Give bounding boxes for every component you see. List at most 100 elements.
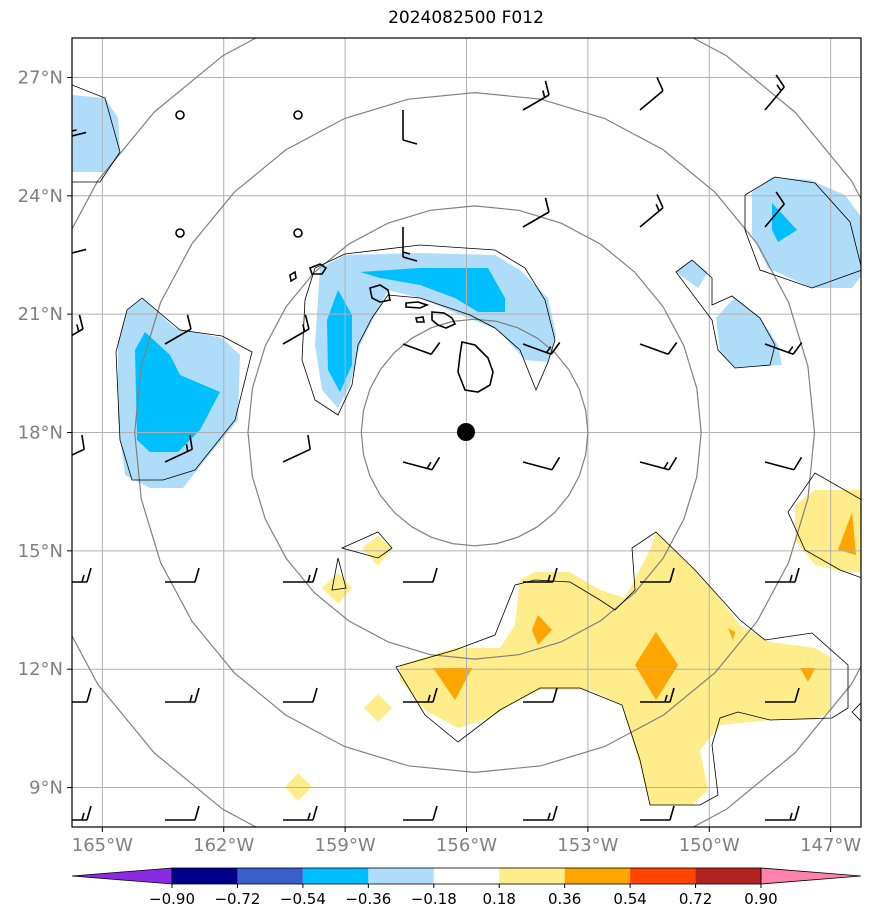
lon-tick-label: 150°W bbox=[679, 835, 740, 856]
colorbar-segment bbox=[630, 868, 696, 884]
range-ring bbox=[134, 91, 816, 774]
wind-barb bbox=[402, 456, 441, 471]
lon-tick-label: 156°W bbox=[436, 835, 497, 856]
wind-barb bbox=[402, 342, 441, 356]
island-molokai bbox=[405, 301, 430, 309]
hawaii-coastline bbox=[289, 263, 494, 393]
graticule bbox=[72, 38, 861, 827]
colorbar-tick-label: −0.36 bbox=[345, 890, 391, 908]
wind-barb bbox=[764, 191, 785, 228]
colorbar-tick-label: 0.54 bbox=[613, 890, 646, 908]
island-big-island bbox=[457, 341, 494, 393]
wind-barb bbox=[523, 567, 558, 583]
contour-line bbox=[744, 176, 861, 289]
range-ring bbox=[247, 205, 702, 660]
colorbar-segment bbox=[237, 868, 303, 884]
island-kauai bbox=[309, 263, 328, 275]
wind-barb bbox=[639, 456, 678, 471]
negative-anomaly-region-strong bbox=[135, 332, 220, 452]
wind-barb bbox=[282, 314, 310, 345]
island-lanai bbox=[415, 316, 425, 323]
wind-barb bbox=[165, 687, 200, 703]
wind-barb bbox=[639, 342, 678, 356]
wind-barb bbox=[764, 456, 803, 471]
colorbar-segment bbox=[172, 868, 238, 884]
wind-barb bbox=[639, 77, 664, 111]
colorbar-tick-label: −0.72 bbox=[214, 890, 260, 908]
negative-anomaly-region bbox=[716, 298, 782, 368]
wind-barb bbox=[522, 342, 561, 356]
wind-barb bbox=[72, 434, 85, 463]
contour-line bbox=[331, 557, 347, 591]
lat-tick-label: 12°N bbox=[18, 659, 63, 680]
positive-anomaly-region bbox=[322, 573, 352, 604]
wind-barb bbox=[72, 567, 92, 583]
wind-barb bbox=[640, 687, 675, 703]
colorbar-tick-label: −0.90 bbox=[149, 890, 195, 908]
calm-wind-circle bbox=[175, 228, 185, 238]
lon-tick-label: 159°W bbox=[315, 835, 376, 856]
wind-barb bbox=[765, 805, 800, 821]
colorbar-tick-label: −0.18 bbox=[411, 890, 457, 908]
island-oahu bbox=[369, 284, 391, 303]
wind-barb bbox=[402, 110, 418, 145]
colorbar-tick-label: 0.72 bbox=[679, 890, 712, 908]
wind-barb bbox=[765, 687, 800, 703]
positive-anomaly-region-strong bbox=[433, 668, 472, 700]
contour-line bbox=[301, 244, 556, 416]
colorbar-segment bbox=[695, 868, 761, 884]
wind-barb bbox=[283, 687, 318, 703]
wind-barb bbox=[403, 567, 438, 583]
wind-barb bbox=[283, 805, 318, 821]
calm-wind-circle bbox=[175, 110, 185, 120]
colorbar-segment bbox=[433, 868, 500, 884]
negative-anomaly-region bbox=[72, 95, 120, 172]
wind-barb bbox=[72, 226, 87, 254]
colorbar-tick-label: −0.54 bbox=[280, 890, 326, 908]
wind-barb bbox=[72, 805, 92, 821]
lat-tick-label: 27°N bbox=[18, 67, 63, 88]
wind-barb bbox=[640, 805, 675, 821]
contour-line bbox=[787, 472, 861, 579]
island-niihau bbox=[289, 270, 297, 283]
wind-barb bbox=[403, 805, 438, 821]
range-rings bbox=[72, 38, 861, 827]
colorbar-tick-label: 0.90 bbox=[744, 890, 777, 908]
negative-anomaly-region-strong bbox=[772, 203, 797, 242]
wind-barb bbox=[282, 434, 311, 463]
negative-anomaly-region-strong bbox=[360, 268, 505, 312]
negative-anomaly-region bbox=[676, 260, 708, 288]
storm-center-marker bbox=[457, 423, 475, 441]
colorbar-segment bbox=[302, 868, 369, 884]
colorbar-segment bbox=[564, 868, 631, 884]
negative-anomaly-region-strong bbox=[327, 290, 352, 392]
colorbar-outline bbox=[171, 867, 762, 885]
calm-wind-circle bbox=[293, 228, 303, 238]
island-maui bbox=[431, 311, 457, 329]
wind-barb bbox=[522, 456, 561, 471]
wind-barb bbox=[522, 80, 550, 111]
lat-tick-label: 15°N bbox=[18, 541, 63, 562]
wind-barb bbox=[164, 434, 193, 463]
positive-anomaly-region-strong bbox=[800, 668, 815, 682]
lon-tick-label: 162°W bbox=[193, 835, 254, 856]
calm-wind-circle bbox=[293, 110, 303, 120]
wind-barb bbox=[403, 687, 438, 703]
colorbar-tick-label: 0.36 bbox=[548, 890, 581, 908]
positive-anomaly-region-strong bbox=[838, 512, 856, 555]
wind-barb bbox=[522, 197, 550, 228]
wind-barb bbox=[164, 314, 192, 345]
positive-anomaly-region bbox=[400, 532, 832, 805]
lat-tick-label: 24°N bbox=[18, 186, 63, 207]
lat-tick-label: 21°N bbox=[18, 304, 63, 325]
colorbar: −0.90 −0.72 −0.54 −0.36 −0.18 0.18 0.36 0.54 0.7… bbox=[71, 867, 862, 908]
positive-anomaly-region-strong bbox=[728, 628, 735, 640]
anomaly-fill-layer bbox=[72, 95, 861, 805]
range-ring bbox=[72, 38, 861, 827]
wind-barb bbox=[165, 805, 200, 821]
wind-barb bbox=[283, 567, 318, 583]
contour-line bbox=[675, 259, 776, 369]
wind-barb bbox=[639, 194, 664, 228]
positive-anomaly-region-strong bbox=[635, 632, 678, 700]
